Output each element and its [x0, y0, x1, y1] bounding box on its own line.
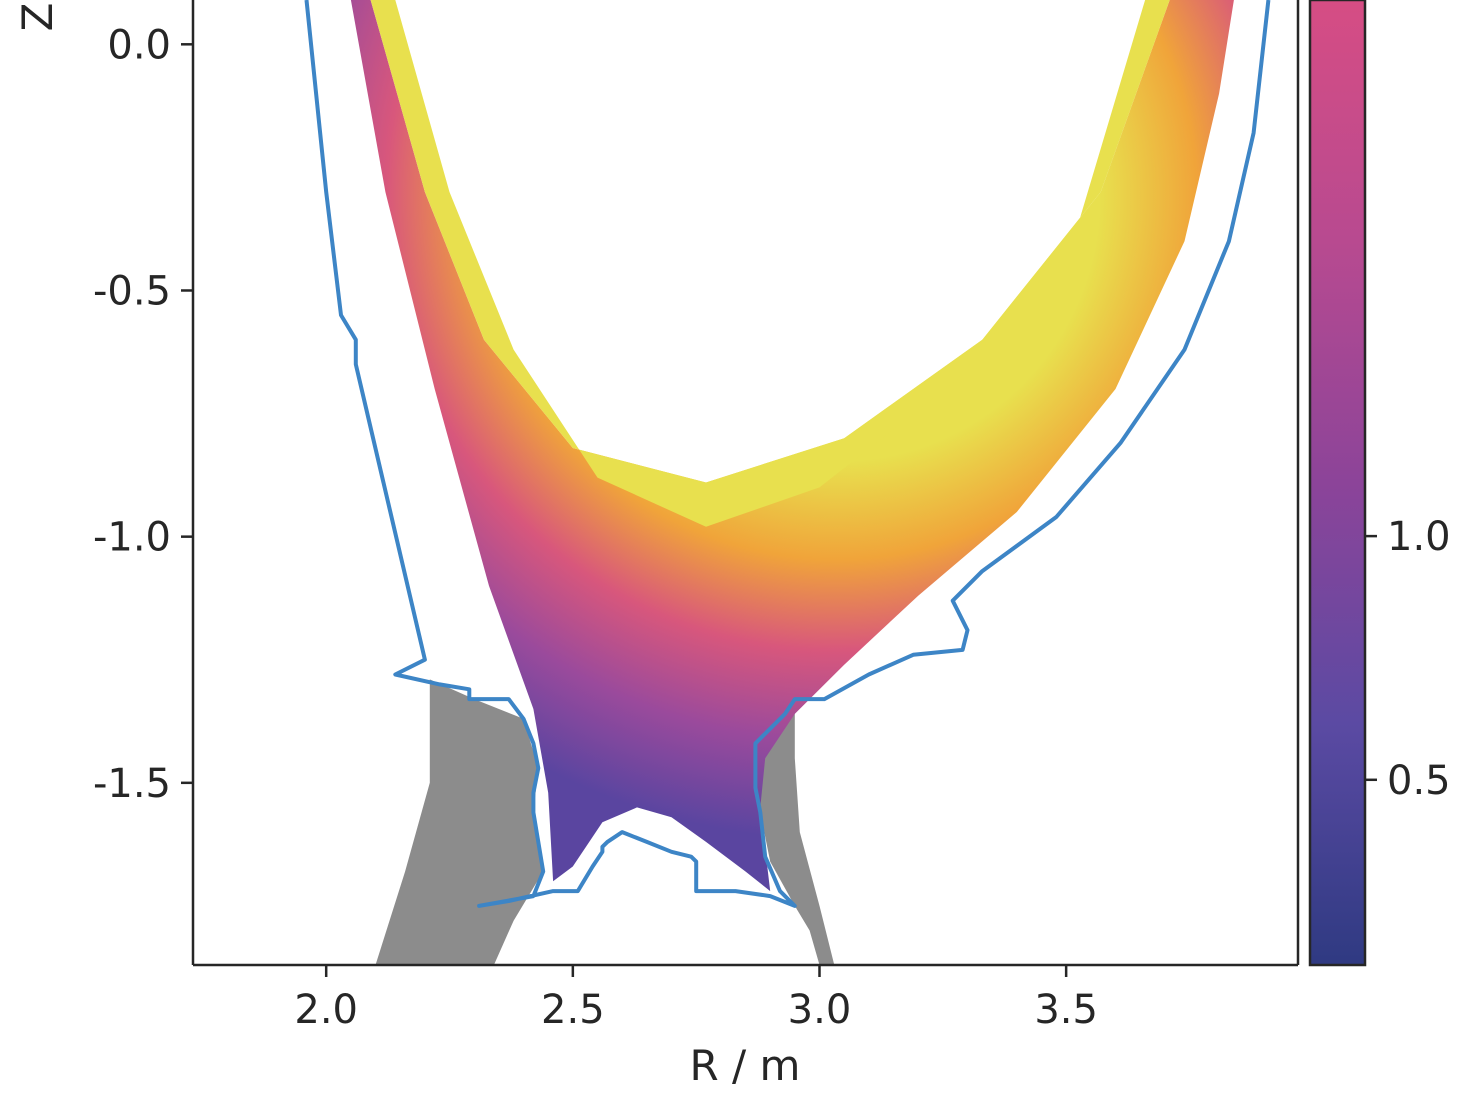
colorbar-fill	[1310, 0, 1365, 965]
x-tick-label: 3.5	[1034, 987, 1098, 1033]
x-tick-label: 2.0	[294, 987, 358, 1033]
y-tick-label: -1.5	[93, 761, 171, 807]
colorbar: 0.5 1.0	[1308, 0, 1451, 967]
left-shadow-leg	[375, 679, 544, 965]
series-layer	[304, 0, 1271, 908]
x-tick-label: 2.5	[541, 987, 605, 1033]
y-tick-label: -0.5	[93, 268, 171, 314]
axes-frame	[191, 0, 1300, 967]
colorbar-tick-label: 0.5	[1387, 758, 1451, 804]
plot-area	[304, 0, 1271, 965]
colorbar-ticks: 0.5 1.0	[1365, 514, 1451, 804]
colorbar-tick-label: 1.0	[1387, 514, 1451, 560]
y-axis-label: Z	[13, 3, 62, 32]
plasma-band	[350, 0, 1234, 892]
x-tick-label: 3.0	[788, 987, 852, 1033]
x-axis-ticks: 2.0 2.5 3.0 3.5	[294, 965, 1098, 1033]
wall-shadow-region	[375, 679, 835, 965]
y-axis-ticks: 0.0 -0.5 -1.0 -1.5	[93, 22, 193, 807]
plasma-emission-region	[350, 0, 1234, 892]
y-tick-label: -1.0	[93, 515, 171, 561]
wall-outline-line	[304, 0, 1271, 908]
right-shadow-leg	[755, 699, 835, 965]
x-axis-label: R / m	[690, 1041, 801, 1090]
colorbar-frame	[1308, 0, 1367, 967]
y-tick-label: 0.0	[107, 22, 171, 68]
